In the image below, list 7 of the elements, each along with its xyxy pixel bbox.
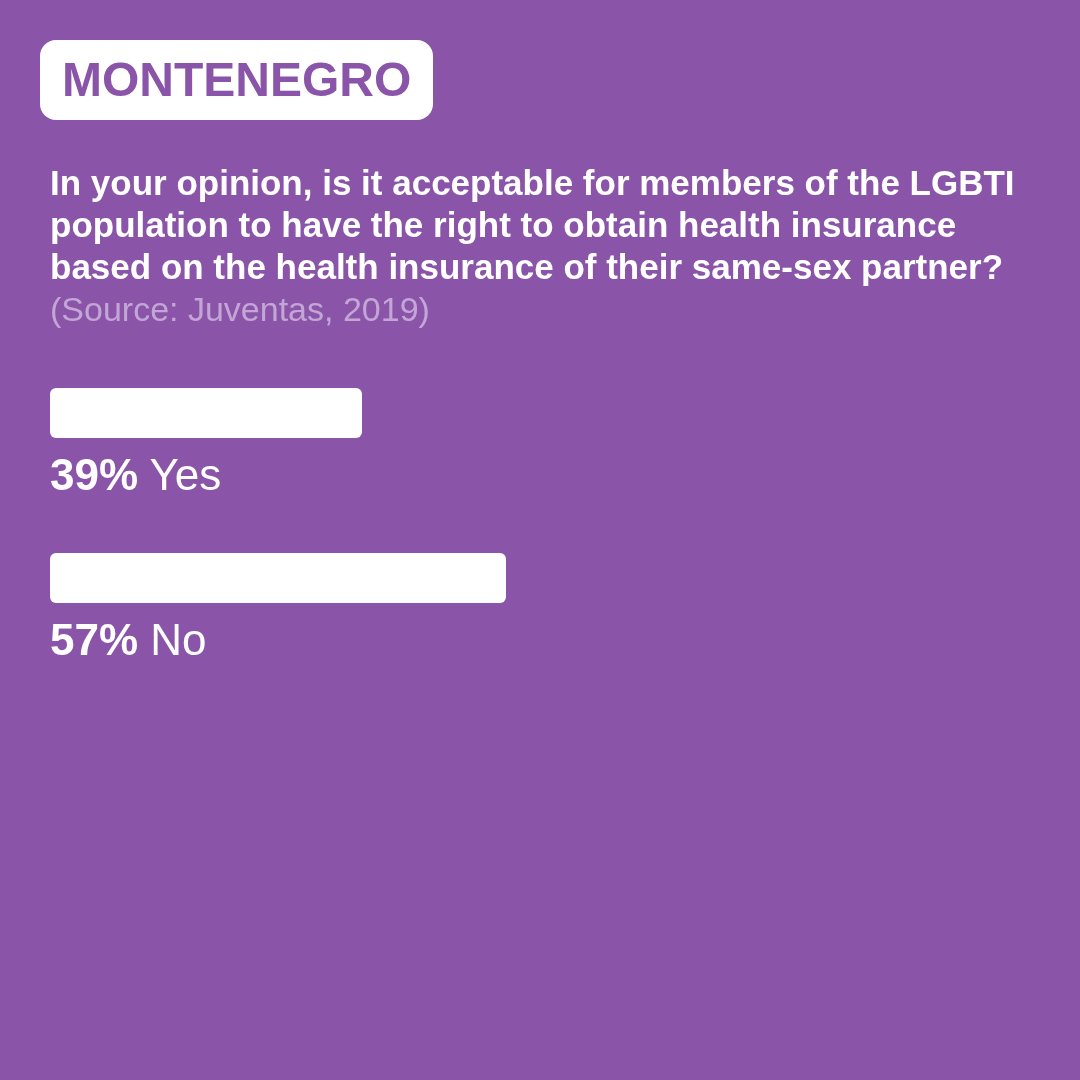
y-tick-label: Yes <box>138 450 222 499</box>
chart-subtitle: In your opinion, is it acceptable for members of the LGBTI population to have the right to obtain health insurance based on the health insurance of their same-sex partner? <box>50 162 1016 288</box>
y-tick-label: No <box>138 615 207 664</box>
chart-title: MONTENEGRO <box>40 40 434 120</box>
data-label: 57% <box>50 615 139 664</box>
data-label: 39% <box>50 450 139 499</box>
text: (Source: Juventas, 2019) <box>50 289 431 330</box>
